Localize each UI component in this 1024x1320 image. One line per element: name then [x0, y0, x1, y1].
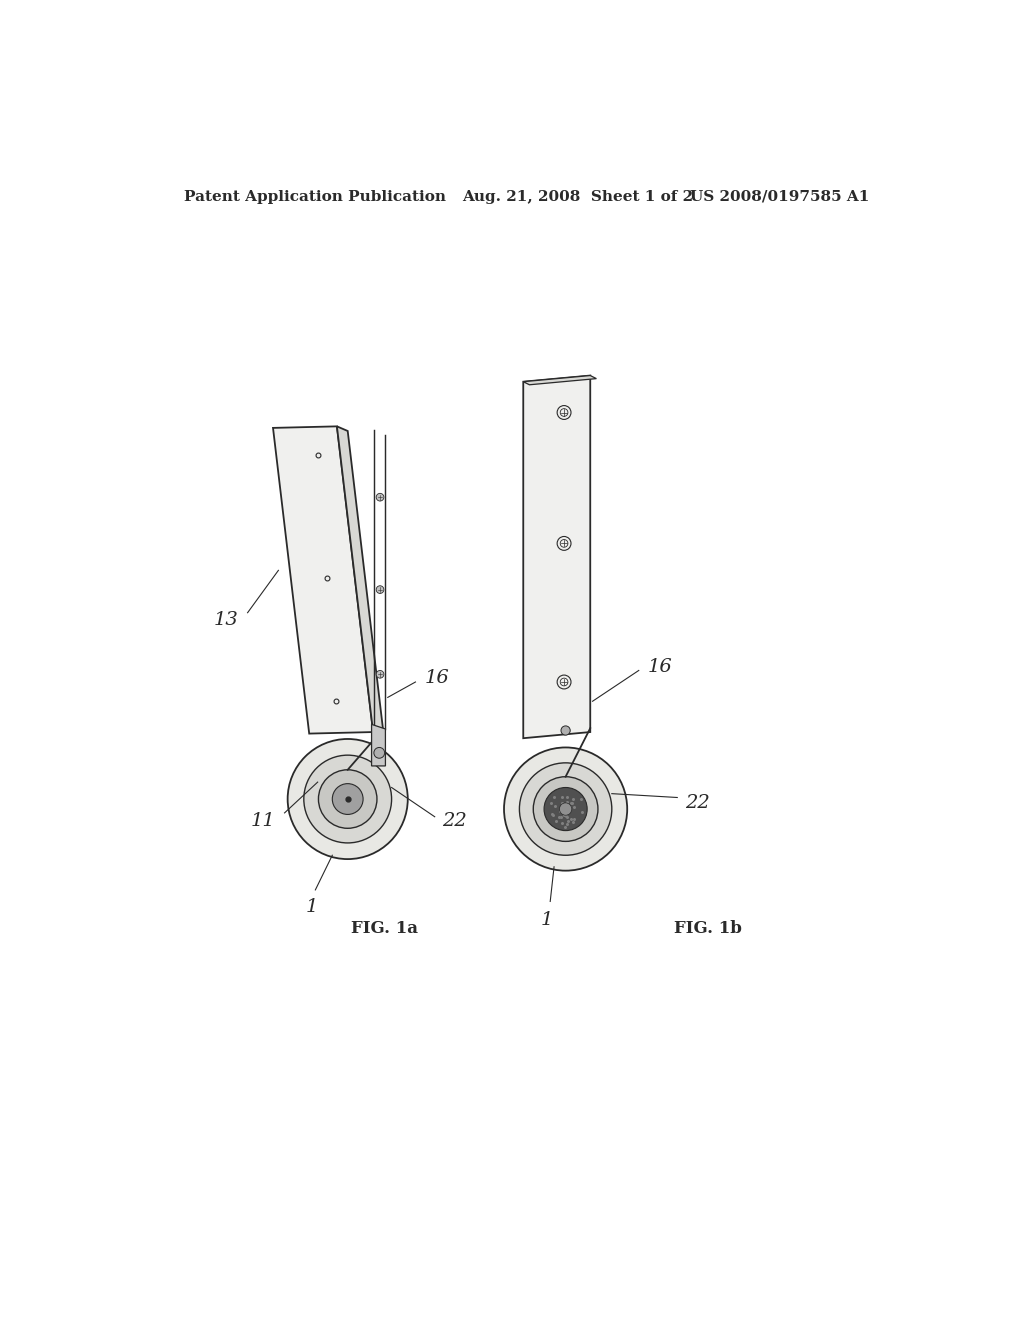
Text: 22: 22	[685, 793, 710, 812]
Circle shape	[544, 788, 587, 830]
Text: FIG. 1a: FIG. 1a	[351, 920, 418, 937]
Text: US 2008/0197585 A1: US 2008/0197585 A1	[690, 190, 869, 203]
Polygon shape	[337, 426, 384, 737]
Polygon shape	[523, 376, 590, 738]
Polygon shape	[372, 725, 385, 766]
Circle shape	[376, 671, 384, 678]
Text: 16: 16	[425, 669, 450, 688]
Circle shape	[288, 739, 408, 859]
Text: Aug. 21, 2008  Sheet 1 of 2: Aug. 21, 2008 Sheet 1 of 2	[462, 190, 693, 203]
Circle shape	[376, 494, 384, 502]
Circle shape	[333, 784, 364, 814]
Circle shape	[559, 803, 571, 816]
Text: 16: 16	[648, 657, 673, 676]
Text: 22: 22	[442, 812, 467, 829]
Text: 13: 13	[214, 611, 239, 630]
Circle shape	[534, 776, 598, 841]
Circle shape	[376, 586, 384, 594]
Circle shape	[374, 747, 385, 758]
Circle shape	[318, 770, 377, 829]
Polygon shape	[523, 376, 596, 385]
Text: Patent Application Publication: Patent Application Publication	[184, 190, 446, 203]
Text: 1: 1	[306, 898, 318, 916]
Polygon shape	[273, 426, 373, 734]
Circle shape	[304, 755, 391, 843]
Circle shape	[504, 747, 628, 871]
Text: 11: 11	[251, 812, 275, 829]
Text: 1: 1	[541, 911, 553, 929]
Circle shape	[561, 726, 570, 735]
Circle shape	[519, 763, 611, 855]
Text: FIG. 1b: FIG. 1b	[674, 920, 742, 937]
